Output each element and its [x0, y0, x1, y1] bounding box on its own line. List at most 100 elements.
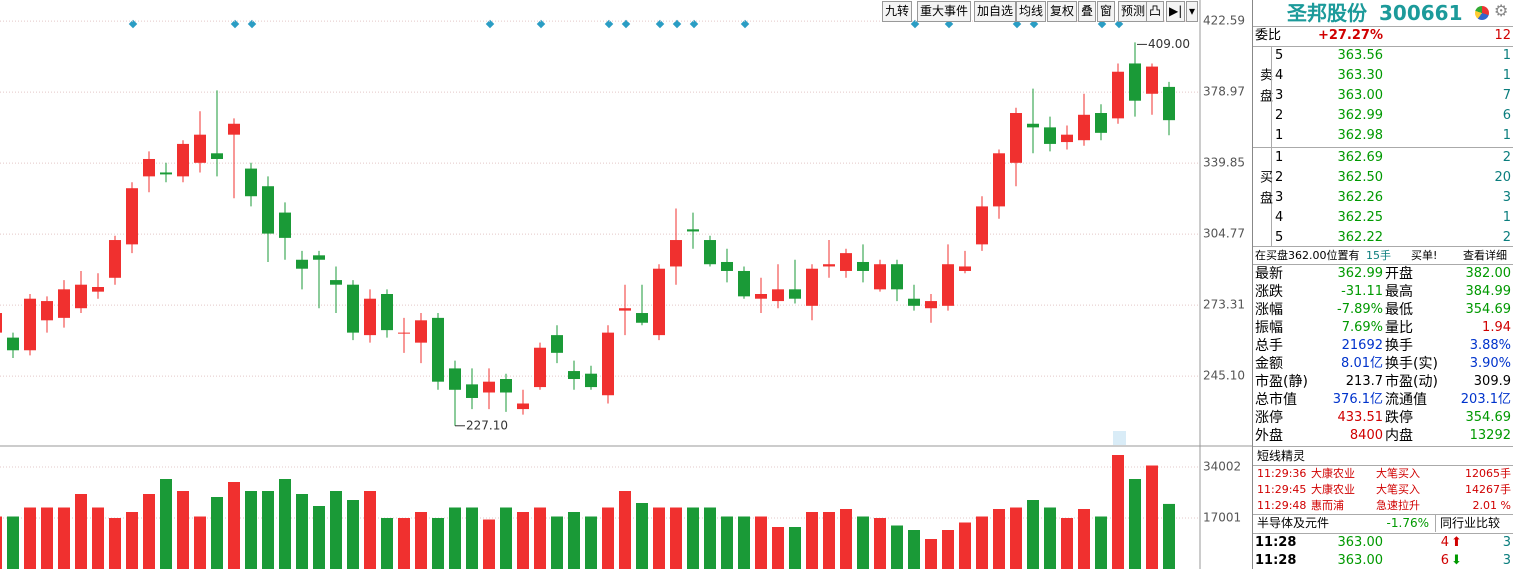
stat-label: 换手	[1385, 338, 1413, 354]
order-diff: 12	[1494, 28, 1511, 43]
volume-bar	[1010, 507, 1022, 569]
volume-bar	[602, 507, 614, 569]
candle-body	[789, 289, 801, 299]
side-label: 买盘	[1257, 170, 1272, 212]
stat-label: 外盘	[1255, 428, 1283, 444]
tick-count: 3	[1502, 553, 1511, 568]
candle-body	[823, 264, 835, 267]
elves-title: 短线精灵	[1257, 449, 1306, 463]
toolbar-button[interactable]: 叠	[1078, 1, 1097, 22]
y-tick-label: 304.77	[1203, 227, 1245, 241]
order-label: 委比	[1255, 28, 1282, 43]
candle-body	[1095, 113, 1107, 133]
candle-body	[228, 123, 240, 135]
volume-bar	[126, 512, 138, 569]
tick-price: 363.00	[1337, 535, 1384, 550]
volume-bar	[755, 516, 767, 569]
volume-bar	[925, 539, 937, 569]
toolbar-icon[interactable]: 凸	[1146, 1, 1165, 22]
volume-bar	[534, 507, 546, 569]
stat-label: 最新	[1255, 266, 1283, 282]
toolbar-button[interactable]: 重大事件	[917, 1, 972, 22]
toolbar-button[interactable]: 九转	[882, 1, 913, 22]
divider	[1253, 26, 1513, 27]
level: 1	[1275, 128, 1284, 143]
y-tick-label: 245.10	[1203, 369, 1245, 383]
event-marker	[672, 19, 682, 29]
candle-body	[364, 298, 376, 336]
volume-bar	[908, 530, 920, 569]
stat-label: 内盘	[1385, 428, 1413, 444]
stat-value: 13292	[1469, 428, 1511, 443]
sector-change: -1.76%	[1386, 516, 1429, 530]
volume-bar	[823, 512, 835, 569]
level: 3	[1275, 190, 1284, 205]
low-label: 227.10	[466, 418, 508, 432]
divider	[1271, 46, 1272, 246]
level: 5	[1275, 230, 1284, 245]
stat-label: 涨跌	[1255, 284, 1283, 300]
stat-value: 8.01亿	[1341, 356, 1383, 371]
volume: 20	[1494, 170, 1511, 185]
candle-body	[449, 368, 461, 390]
order-ratio: +27.27%	[1317, 28, 1383, 43]
stat-label: 金额	[1255, 356, 1283, 372]
volume-bar	[993, 509, 1005, 569]
candle-body	[517, 403, 529, 410]
volume: 6	[1502, 108, 1511, 123]
volume-bar	[517, 512, 529, 569]
volume-bar	[228, 482, 240, 569]
candle-body	[568, 371, 580, 380]
elf-stock: 大康农业	[1311, 483, 1355, 496]
elf-stock: 大康农业	[1311, 467, 1355, 480]
price: 363.56	[1337, 48, 1384, 63]
stat-value: 382.00	[1465, 266, 1512, 281]
toolbar-icon[interactable]: ▶|	[1166, 1, 1186, 22]
volume: 1	[1502, 68, 1511, 83]
candle-body	[602, 332, 614, 396]
level: 5	[1275, 48, 1284, 63]
toolbar-button[interactable]: 均线	[1016, 1, 1047, 22]
candle-body	[432, 317, 444, 382]
candle-body	[585, 373, 597, 388]
toolbar-button[interactable]: 窗	[1097, 1, 1116, 22]
toolbar-icon[interactable]: ▾	[1186, 1, 1199, 22]
volume-bar	[398, 518, 410, 569]
stat-label: 最高	[1385, 284, 1413, 300]
volume-bar	[789, 527, 801, 569]
elf-time: 11:29:36	[1257, 467, 1307, 480]
volume-bar	[1078, 509, 1090, 569]
toolbar-button[interactable]: 加自选	[974, 1, 1017, 22]
notice: 15手	[1366, 249, 1391, 262]
candle-body	[245, 168, 257, 197]
toolbar-button[interactable]: 预测	[1118, 1, 1149, 22]
divider	[1253, 264, 1513, 265]
candle-body	[347, 284, 359, 333]
divider	[1253, 514, 1513, 515]
icon	[1475, 6, 1489, 20]
stat-label: 跌停	[1385, 410, 1413, 426]
toolbar-button[interactable]: 复权	[1047, 1, 1078, 22]
stat-value: 3.90%	[1469, 356, 1511, 371]
stat-value: 384.99	[1465, 284, 1512, 299]
stat-value: 433.51	[1337, 410, 1384, 425]
volume: 3	[1502, 190, 1511, 205]
volume-bar	[568, 512, 580, 569]
volume-bar	[194, 516, 206, 569]
candle-body	[1129, 63, 1141, 101]
volume-bar	[41, 507, 53, 569]
stock-name: 圣邦股份	[1287, 1, 1367, 25]
level: 1	[1275, 150, 1284, 165]
volume-bar	[313, 506, 325, 569]
candle-body	[466, 384, 478, 398]
volume-bar	[58, 507, 70, 569]
level: 2	[1275, 108, 1284, 123]
stat-value: 21692	[1341, 338, 1383, 353]
volume-bar	[942, 530, 954, 569]
volume-bar	[160, 479, 172, 569]
stat-value: 7.69%	[1341, 320, 1383, 335]
candle-body	[415, 320, 427, 343]
stat-value: 3.88%	[1469, 338, 1511, 353]
candle-body	[653, 268, 665, 336]
